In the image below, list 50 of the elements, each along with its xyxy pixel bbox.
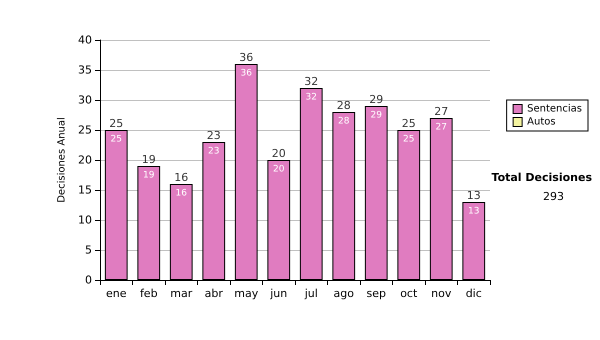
total-label: 25	[109, 117, 124, 130]
x-tick-label: feb	[140, 287, 158, 300]
x-tick-label: sep	[366, 287, 386, 300]
data-label: 23	[208, 146, 220, 156]
total-label: 28	[336, 99, 351, 112]
data-label: 20	[273, 164, 285, 174]
y-tick-label: 5	[85, 244, 92, 256]
total-label: 16	[174, 171, 188, 184]
y-tick-label: 35	[78, 64, 92, 76]
total-label: 27	[434, 105, 448, 118]
x-tick-label: ene	[106, 287, 127, 300]
y-tick-label: 40	[78, 34, 92, 46]
total-label: 13	[466, 189, 481, 202]
y-tick-label: 30	[78, 94, 92, 106]
data-label: 25	[110, 134, 122, 144]
y-tick-label: 25	[78, 124, 92, 136]
x-tick-label: dic	[466, 287, 482, 300]
y-tick-label: 0	[85, 274, 92, 286]
total-label: 19	[142, 153, 156, 166]
y-tick-label: 10	[78, 214, 92, 226]
legend-label: Sentencias	[527, 104, 582, 114]
total-label: 32	[304, 75, 318, 88]
x-tick-label: nov	[431, 287, 452, 300]
x-tick-label: abr	[204, 287, 224, 300]
total-label: 36	[239, 51, 254, 64]
legend-label: Autos	[527, 116, 556, 128]
total-label: 23	[206, 129, 221, 142]
total-label: 20	[272, 147, 286, 160]
data-label: 13	[468, 206, 480, 216]
x-tick-label: may	[234, 287, 259, 300]
data-label: 19	[143, 170, 155, 180]
data-label: 28	[338, 116, 350, 126]
x-tick-label: oct	[400, 287, 418, 300]
x-tick-label: jul	[304, 287, 318, 300]
total-label: 29	[369, 93, 384, 106]
data-label: 27	[436, 122, 447, 132]
text: 293	[543, 190, 564, 203]
y-axis-title: Decisiones Anual	[56, 117, 68, 203]
x-tick-label: mar	[170, 287, 193, 300]
data-label: 29	[370, 110, 382, 120]
x-tick-label: ago	[334, 287, 354, 300]
y-tick-label: 20	[78, 154, 92, 166]
data-label: 25	[403, 134, 414, 144]
data-label: 36	[240, 68, 252, 78]
data-label: 32	[306, 92, 317, 102]
data-label: 16	[176, 188, 188, 198]
y-tick-label: 15	[78, 184, 92, 196]
text: Total Decisiones	[492, 171, 592, 184]
total-label: 25	[402, 117, 416, 130]
x-tick-label: jun	[269, 287, 288, 300]
